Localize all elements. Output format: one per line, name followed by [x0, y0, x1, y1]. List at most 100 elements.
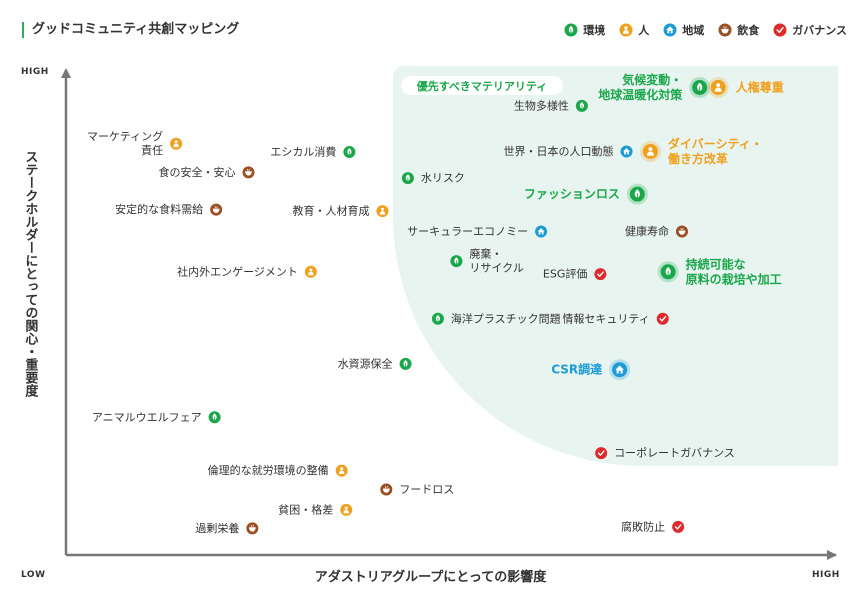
leaf-icon: [575, 99, 588, 112]
leaf-icon: [629, 186, 645, 202]
map-point: 社内外エンゲージメント: [177, 264, 317, 278]
legend-item-food: 飲食: [718, 22, 759, 38]
bowl-icon: [676, 225, 688, 238]
point-label: 気候変動・地球温暖化対策: [598, 72, 683, 102]
leaf-icon: [343, 145, 356, 158]
map-point: マーケティング責任: [87, 129, 183, 157]
point-label: 食の安全・安心: [158, 165, 235, 179]
point-label: 安定的な食料需給: [115, 202, 203, 216]
legend-item-env: 環境: [564, 22, 605, 38]
bowl-icon: [380, 483, 393, 496]
legend-label: 環境: [583, 24, 606, 37]
x-axis-low-label: LOW: [21, 570, 46, 580]
legend: 環境 人 地域 飲食 ガバナンス: [564, 22, 847, 38]
map-point: 安定的な食料需給: [115, 202, 223, 216]
map-point: 教育・人材育成: [292, 204, 389, 218]
legend-label: 人: [638, 24, 650, 37]
legend-label: 飲食: [737, 24, 760, 37]
person-icon: [376, 205, 389, 218]
house-icon: [535, 225, 548, 238]
legend-item-gov: ガバナンス: [773, 22, 847, 38]
point-label: 社内外エンゲージメント: [177, 264, 298, 278]
point-label: 廃棄・リサイクル: [469, 247, 523, 275]
map-point: 情報セキュリティ: [562, 312, 669, 325]
point-label: コーポレートガバナンス: [614, 447, 735, 460]
map-point: 水資源保全: [338, 356, 412, 370]
check-icon: [773, 23, 787, 37]
x-axis-high-label: HIGH: [812, 570, 840, 580]
map-point: 海洋プラスチック問題: [431, 311, 561, 325]
map-point: アニマルウエルフェア: [92, 411, 221, 424]
person-icon: [642, 143, 658, 159]
house-icon: [612, 362, 628, 378]
bowl-icon: [718, 23, 732, 37]
check-icon: [594, 268, 607, 281]
house-icon: [620, 145, 633, 158]
priority-label-pill: [401, 76, 563, 95]
point-label: 教育・人材育成: [292, 204, 369, 218]
x-axis-arrow: [827, 550, 837, 560]
map-point: 持続可能な原料の栽培や加工: [657, 256, 782, 286]
bowl-icon: [246, 522, 259, 535]
map-point: 腐敗防止: [621, 519, 685, 533]
legend-item-people: 人: [619, 22, 649, 38]
person-icon: [335, 464, 348, 477]
map-point: 食の安全・安心: [158, 165, 255, 179]
point-label: サーキュラーエコノミー: [407, 225, 528, 238]
map-point: 世界・日本の人口動態: [504, 144, 633, 158]
point-label: 過剰栄養: [195, 521, 239, 535]
point-label: 健康寿命: [625, 224, 669, 238]
point-label: アニマルウエルフェア: [92, 411, 202, 424]
leaf-icon: [431, 312, 444, 325]
check-icon: [595, 447, 608, 460]
point-label: 水資源保全: [338, 356, 393, 370]
point-label: ダイバーシティ・働き方改革: [667, 136, 763, 166]
point-label: ESG評価: [543, 267, 587, 281]
leaf-icon: [692, 79, 708, 95]
map-point: ESG評価: [543, 267, 607, 281]
person-icon: [304, 265, 317, 278]
y-axis-high-label: HIGH: [21, 67, 49, 77]
leaf-icon: [450, 255, 463, 268]
priority-zone: [393, 66, 838, 466]
point-label: 情報セキュリティ: [562, 312, 649, 325]
map-point: サーキュラーエコノミー: [407, 225, 548, 238]
priority-label: 優先すべきマテリアリティ: [416, 79, 548, 93]
point-label: エシカル消費: [270, 144, 336, 158]
leaf-icon: [564, 23, 578, 37]
page-title: グッドコミュニティ共創マッピング: [22, 22, 239, 38]
map-point: 貧困・格差: [278, 502, 353, 516]
map-point: エシカル消費: [270, 144, 356, 158]
point-label: マーケティング責任: [87, 129, 163, 157]
y-axis-title: ステークホルダーにとっての関心・重要度: [22, 150, 38, 397]
legend-label: ガバナンス: [792, 24, 847, 37]
point-label: 持続可能な原料の栽培や加工: [686, 256, 782, 286]
check-icon: [656, 312, 669, 325]
leaf-icon: [399, 357, 412, 370]
point-label: 世界・日本の人口動態: [504, 144, 614, 158]
point-label: 海洋プラスチック問題: [451, 311, 561, 325]
point-label: フードロス: [399, 483, 454, 496]
map-point: 気候変動・地球温暖化対策: [598, 72, 711, 102]
leaf-icon: [660, 264, 676, 280]
map-point: フードロス: [380, 483, 454, 496]
point-label: CSR調達: [551, 362, 602, 377]
leaf-icon: [401, 172, 414, 185]
person-icon: [340, 503, 353, 516]
house-icon: [663, 23, 677, 37]
map-point: 倫理的な就労環境の整備: [208, 463, 348, 477]
point-label: 腐敗防止: [621, 519, 665, 533]
map-point: 健康寿命: [625, 224, 688, 238]
point-label: 貧困・格差: [278, 502, 333, 516]
map-point: 過剰栄養: [195, 521, 259, 535]
check-icon: [672, 520, 685, 533]
map-point: コーポレートガバナンス: [595, 447, 735, 460]
legend-item-region: 地域: [663, 22, 704, 38]
bowl-icon: [242, 166, 255, 179]
map-point: 廃棄・リサイクル: [450, 247, 524, 275]
x-axis-title: アダストリアグループにとっての影響度: [314, 570, 547, 585]
point-label: 水リスク: [421, 172, 465, 185]
person-icon: [710, 79, 726, 95]
point-label: 生物多様性: [514, 98, 569, 112]
